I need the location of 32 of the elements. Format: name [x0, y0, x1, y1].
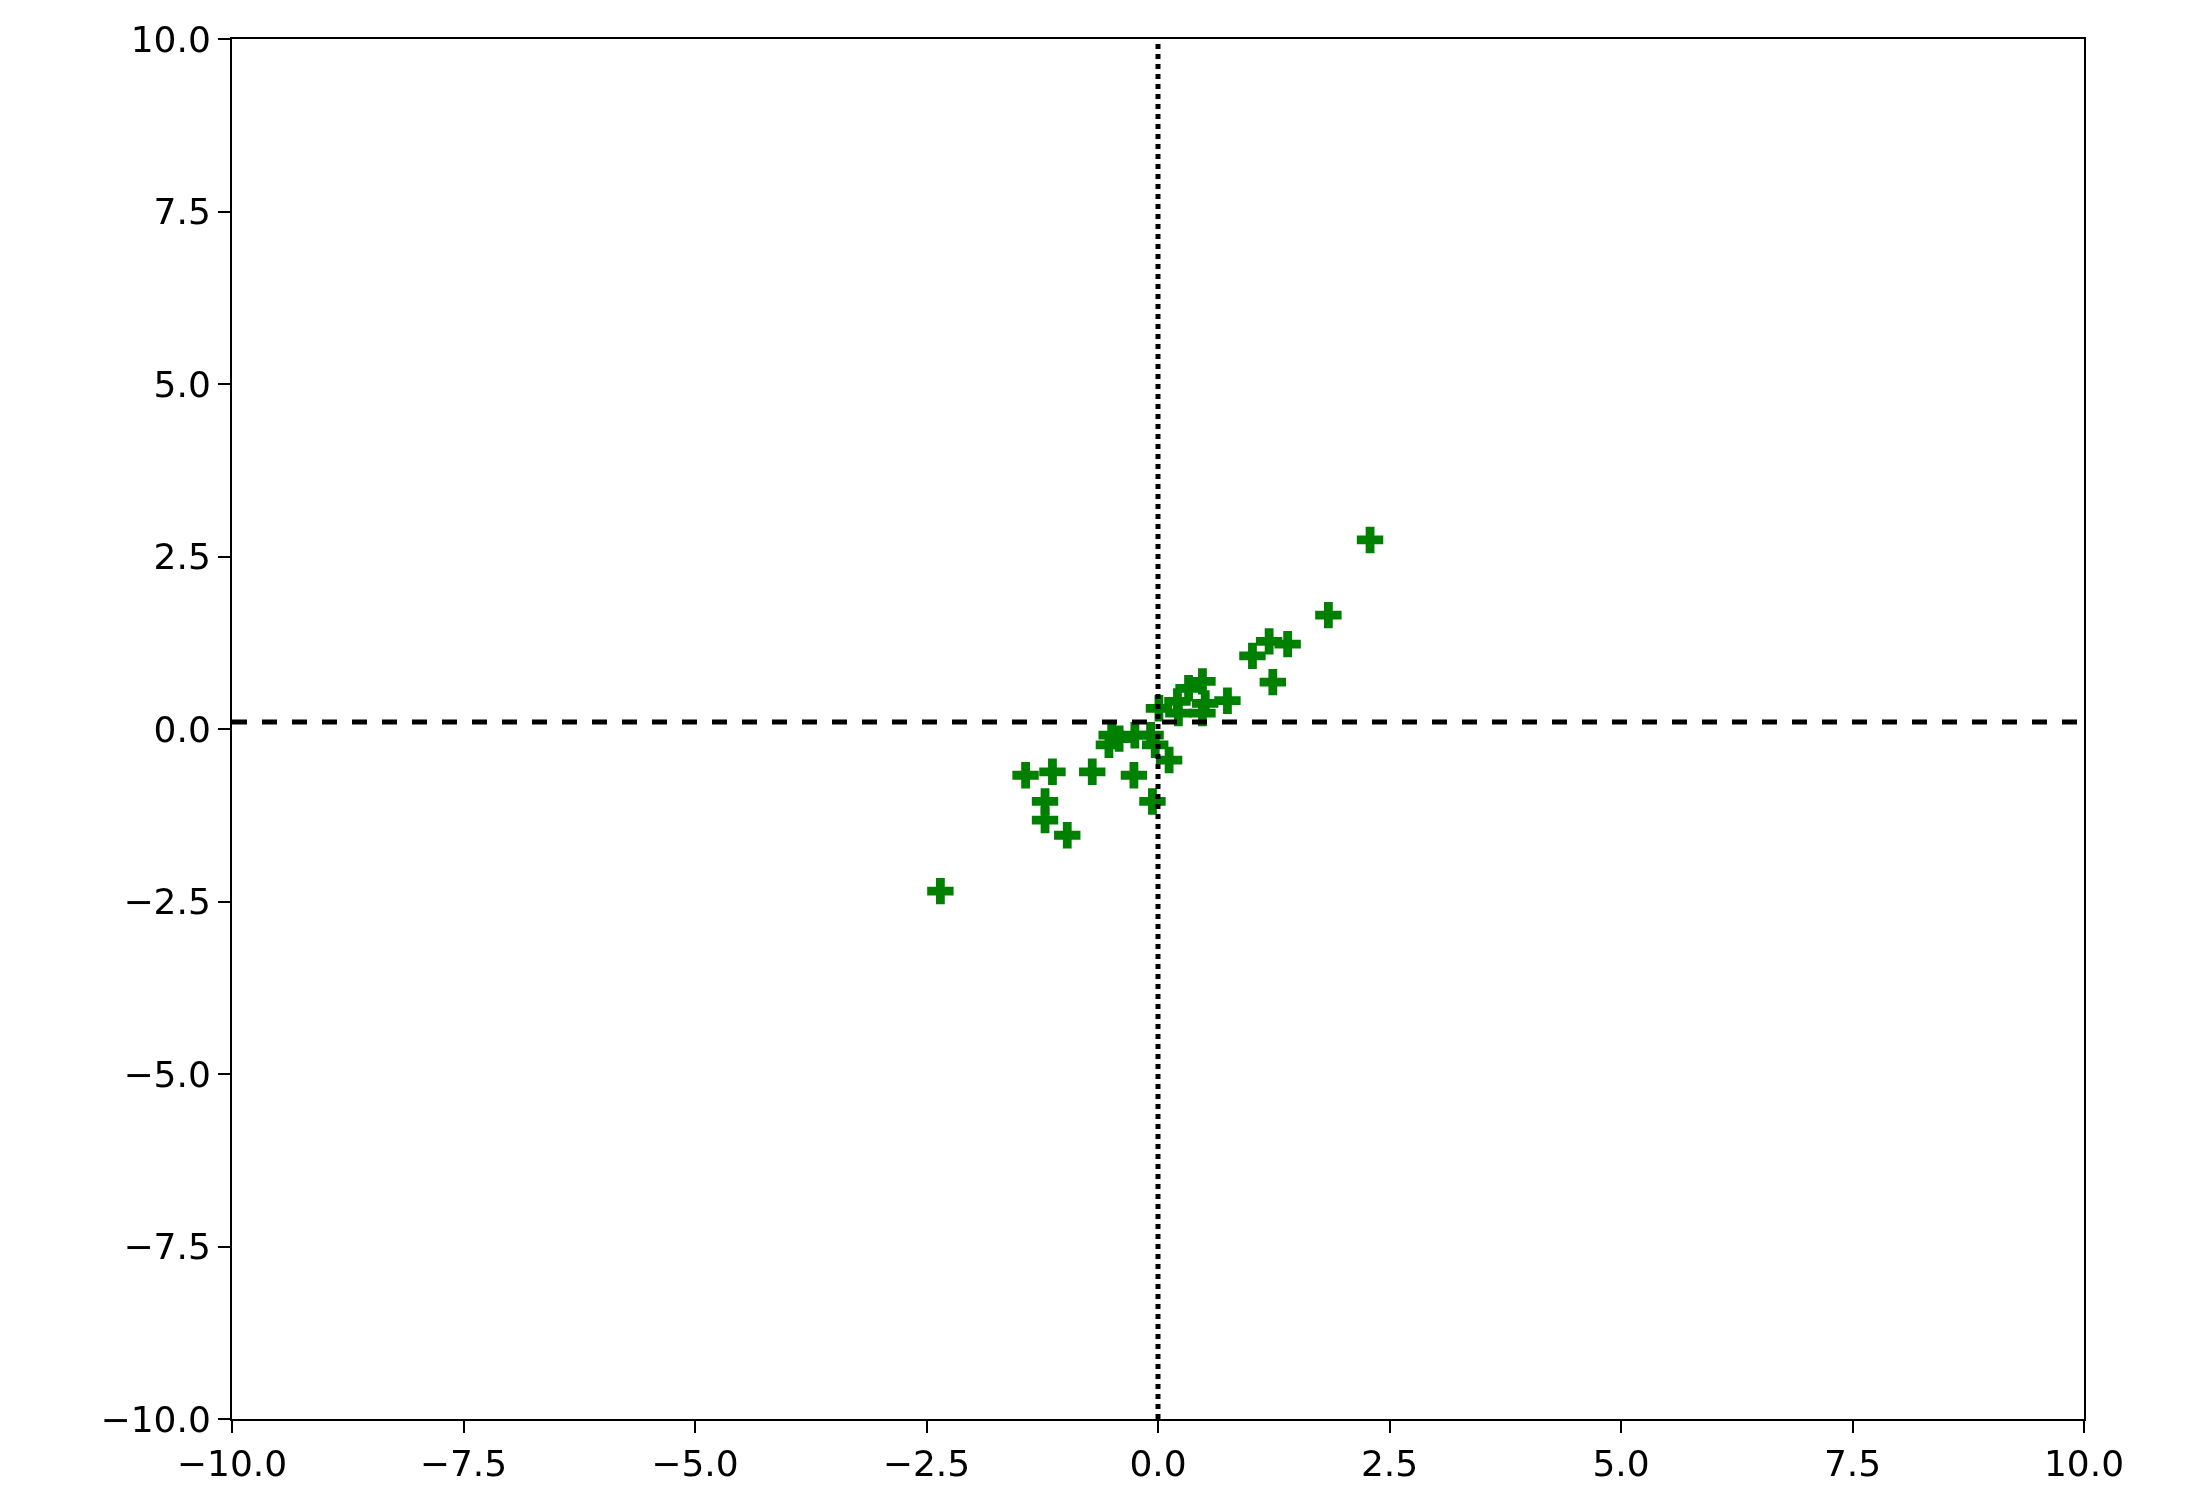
point — [927, 877, 954, 905]
point — [1031, 806, 1059, 834]
point — [1079, 758, 1106, 785]
y-tick-label: −10.0 — [100, 1398, 211, 1440]
x-tick-label: 0.0 — [1129, 1443, 1187, 1485]
point — [1315, 601, 1342, 629]
y-tick-label: −7.5 — [123, 1226, 211, 1268]
point — [1155, 746, 1183, 774]
x-tick-label: −2.5 — [882, 1443, 971, 1485]
point — [1259, 668, 1287, 696]
point — [1356, 526, 1384, 554]
y-tick-label: −2.5 — [123, 881, 211, 923]
y-tick-label: 0.0 — [153, 708, 211, 750]
point — [1012, 762, 1039, 789]
y-tick-label: 2.5 — [153, 536, 211, 578]
x-tick-label: 7.5 — [1823, 1443, 1882, 1485]
y-tick-label: −5.0 — [123, 1053, 211, 1095]
x-tick-label: −5.0 — [651, 1443, 739, 1485]
point — [1214, 687, 1241, 714]
point — [1139, 788, 1166, 815]
point — [1274, 630, 1301, 658]
y-tick-label: 7.5 — [153, 191, 211, 233]
x-tick-label: −7.5 — [419, 1443, 508, 1485]
point — [1054, 822, 1081, 849]
point — [1239, 642, 1266, 670]
x-tick-label: 10.0 — [2043, 1443, 2125, 1485]
x-tick-label: 2.5 — [1360, 1443, 1419, 1485]
point — [1039, 758, 1066, 785]
y-tick-label: 10.0 — [130, 18, 211, 60]
point — [1120, 762, 1148, 789]
x-tick-label: 5.0 — [1592, 1443, 1650, 1485]
y-tick-label: 5.0 — [153, 363, 211, 405]
